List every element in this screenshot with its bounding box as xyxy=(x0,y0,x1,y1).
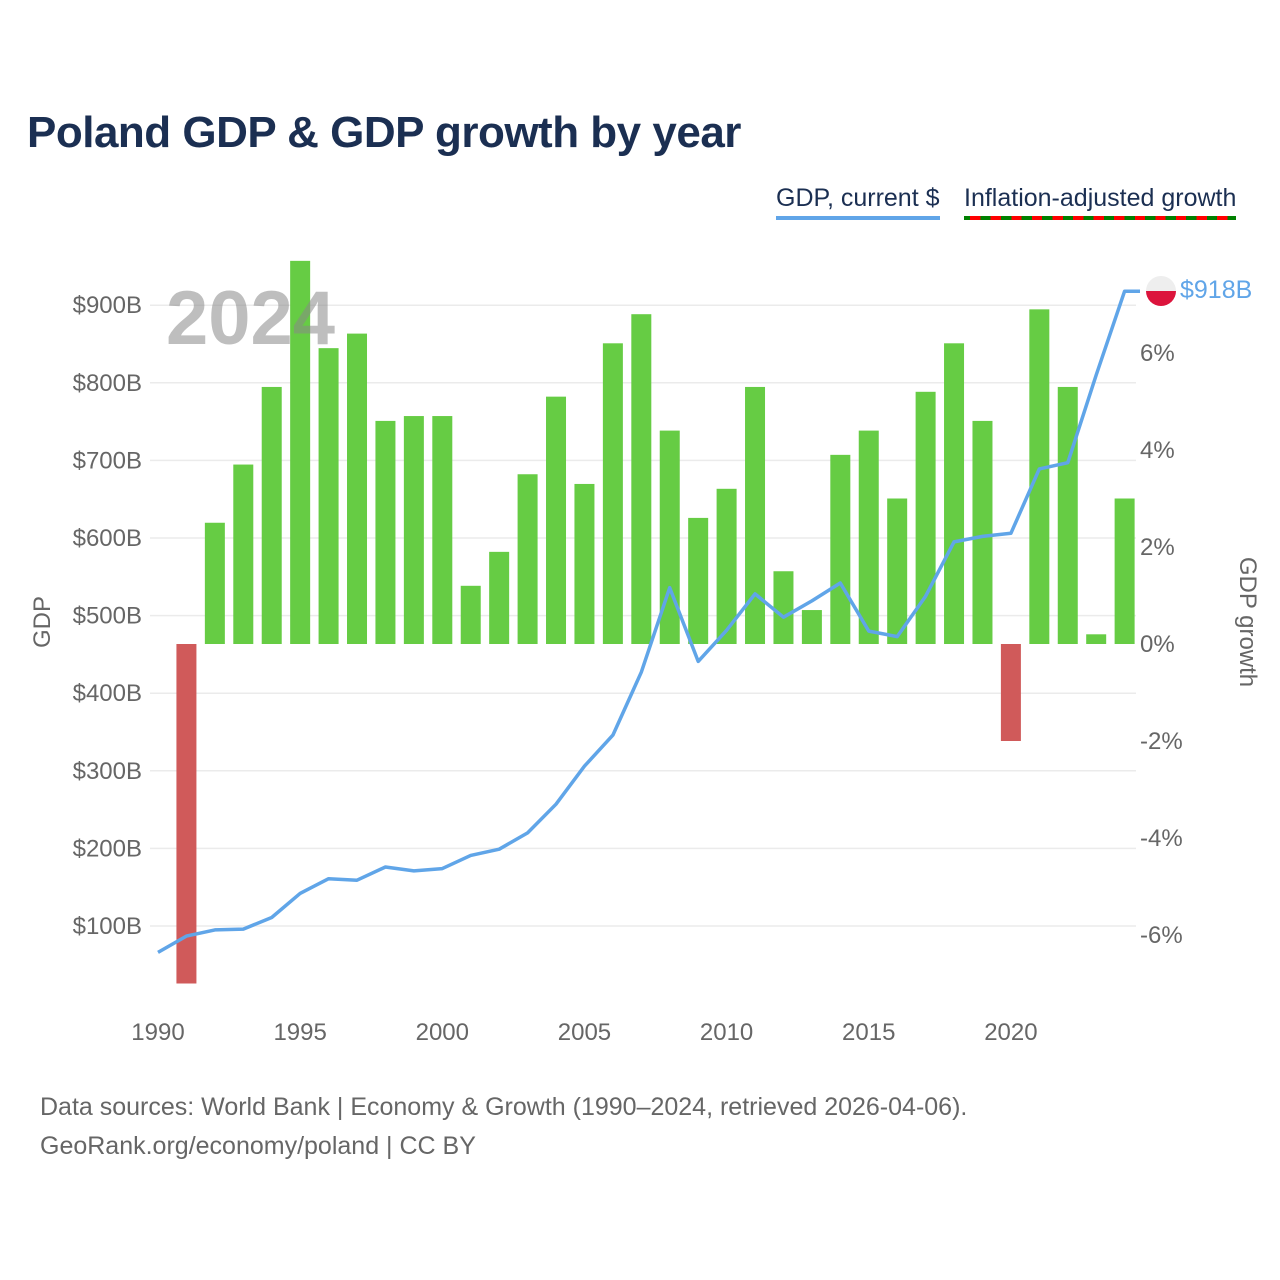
growth-bar-1993 xyxy=(233,464,254,644)
x-tick-label: 2015 xyxy=(842,1019,895,1046)
growth-bar-2013 xyxy=(801,610,822,644)
growth-bar-2012 xyxy=(773,571,794,644)
left-tick-label: $900B xyxy=(73,292,142,319)
growth-bar-2020 xyxy=(1000,644,1021,741)
growth-bar-1997 xyxy=(347,333,368,644)
left-tick-label: $600B xyxy=(73,525,142,552)
x-tick-label: 1990 xyxy=(131,1019,184,1046)
x-tick-label: 2005 xyxy=(558,1019,611,1046)
growth-bar-2015 xyxy=(858,430,879,644)
growth-bar-2022 xyxy=(1057,386,1078,644)
x-tick-label: 1995 xyxy=(273,1019,326,1046)
growth-bar-2018 xyxy=(944,343,965,644)
legend-gdp[interactable]: GDP, current $ xyxy=(776,184,940,220)
x-tick-label: 2000 xyxy=(416,1019,469,1046)
left-axis-label: GDP xyxy=(29,596,56,648)
growth-bar-2002 xyxy=(489,551,510,644)
flag-icon xyxy=(1146,276,1176,306)
chart-title: Poland GDP & GDP growth by year xyxy=(27,108,741,157)
growth-bar-2000 xyxy=(432,416,453,644)
gdp-line xyxy=(157,289,1140,954)
growth-bar-2010 xyxy=(716,488,737,644)
growth-bar-2005 xyxy=(574,483,595,644)
footer-sources: Data sources: World Bank | Economy & Gro… xyxy=(40,1093,968,1121)
right-axis-label: GDP growth xyxy=(1234,557,1261,687)
end-value-label: $918B xyxy=(1180,276,1252,304)
left-tick-label: $500B xyxy=(73,603,142,630)
growth-bar-2003 xyxy=(517,474,538,644)
growth-bar-1996 xyxy=(318,348,339,644)
right-tick-label: -2% xyxy=(1140,728,1183,755)
growth-bar-2004 xyxy=(546,396,567,644)
right-tick-label: 0% xyxy=(1140,631,1175,658)
right-tick-label: 4% xyxy=(1140,437,1175,464)
growth-bar-2001 xyxy=(460,585,481,644)
growth-bar-1995 xyxy=(290,260,311,644)
legend-growth[interactable]: Inflation-adjusted growth xyxy=(964,184,1237,220)
left-tick-label: $100B xyxy=(73,913,142,940)
growth-bar-2008 xyxy=(659,430,680,644)
growth-bar-2011 xyxy=(745,386,766,644)
year-watermark: 2024 xyxy=(166,276,335,361)
left-tick-label: $700B xyxy=(73,447,142,474)
growth-bar-1992 xyxy=(204,522,225,644)
growth-bar-2009 xyxy=(688,517,709,644)
x-tick-label: 2020 xyxy=(984,1019,1037,1046)
growth-bar-1999 xyxy=(403,416,424,644)
right-tick-label: 6% xyxy=(1140,340,1175,367)
growth-bar-1998 xyxy=(375,420,396,644)
growth-bar-2006 xyxy=(602,343,623,644)
growth-bar-1991 xyxy=(176,644,197,984)
left-tick-label: $800B xyxy=(73,370,142,397)
growth-bar-2014 xyxy=(830,454,851,644)
growth-bar-2024 xyxy=(1114,498,1135,644)
right-tick-label: -4% xyxy=(1140,825,1183,852)
growth-bar-2017 xyxy=(915,391,936,644)
growth-bar-2021 xyxy=(1029,309,1050,644)
growth-bars xyxy=(176,260,1135,984)
right-tick-label: -6% xyxy=(1140,922,1183,949)
growth-bar-2016 xyxy=(887,498,908,644)
footer-link[interactable]: GeoRank.org/economy/poland | CC BY xyxy=(40,1132,476,1160)
x-tick-label: 2010 xyxy=(700,1019,753,1046)
growth-bar-1994 xyxy=(261,386,282,644)
growth-bar-2019 xyxy=(972,420,993,644)
growth-bar-2007 xyxy=(631,314,652,644)
left-tick-label: $300B xyxy=(73,758,142,785)
right-tick-label: 2% xyxy=(1140,534,1175,561)
left-tick-label: $400B xyxy=(73,680,142,707)
growth-bar-2023 xyxy=(1086,634,1107,644)
left-tick-label: $200B xyxy=(73,835,142,862)
footer: Data sources: World Bank | Economy & Gro… xyxy=(40,1088,967,1166)
